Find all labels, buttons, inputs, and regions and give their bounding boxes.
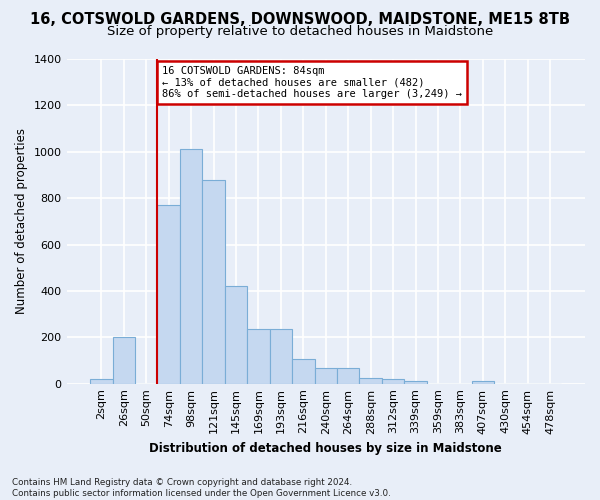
- Bar: [225, 286, 247, 384]
- Bar: [472, 382, 494, 384]
- Text: Size of property relative to detached houses in Maidstone: Size of property relative to detached ho…: [107, 25, 493, 38]
- Bar: [90, 379, 113, 384]
- Y-axis label: Number of detached properties: Number of detached properties: [15, 128, 28, 314]
- Bar: [382, 378, 404, 384]
- Bar: [359, 378, 382, 384]
- Text: 16 COTSWOLD GARDENS: 84sqm
← 13% of detached houses are smaller (482)
86% of sem: 16 COTSWOLD GARDENS: 84sqm ← 13% of deta…: [162, 66, 462, 99]
- Bar: [314, 368, 337, 384]
- Bar: [337, 368, 359, 384]
- Bar: [292, 358, 314, 384]
- Bar: [180, 150, 202, 384]
- Bar: [269, 329, 292, 384]
- Bar: [157, 205, 180, 384]
- Text: Contains HM Land Registry data © Crown copyright and database right 2024.
Contai: Contains HM Land Registry data © Crown c…: [12, 478, 391, 498]
- Bar: [404, 382, 427, 384]
- Bar: [202, 180, 225, 384]
- Bar: [113, 338, 135, 384]
- X-axis label: Distribution of detached houses by size in Maidstone: Distribution of detached houses by size …: [149, 442, 502, 455]
- Bar: [247, 329, 269, 384]
- Text: 16, COTSWOLD GARDENS, DOWNSWOOD, MAIDSTONE, ME15 8TB: 16, COTSWOLD GARDENS, DOWNSWOOD, MAIDSTO…: [30, 12, 570, 28]
